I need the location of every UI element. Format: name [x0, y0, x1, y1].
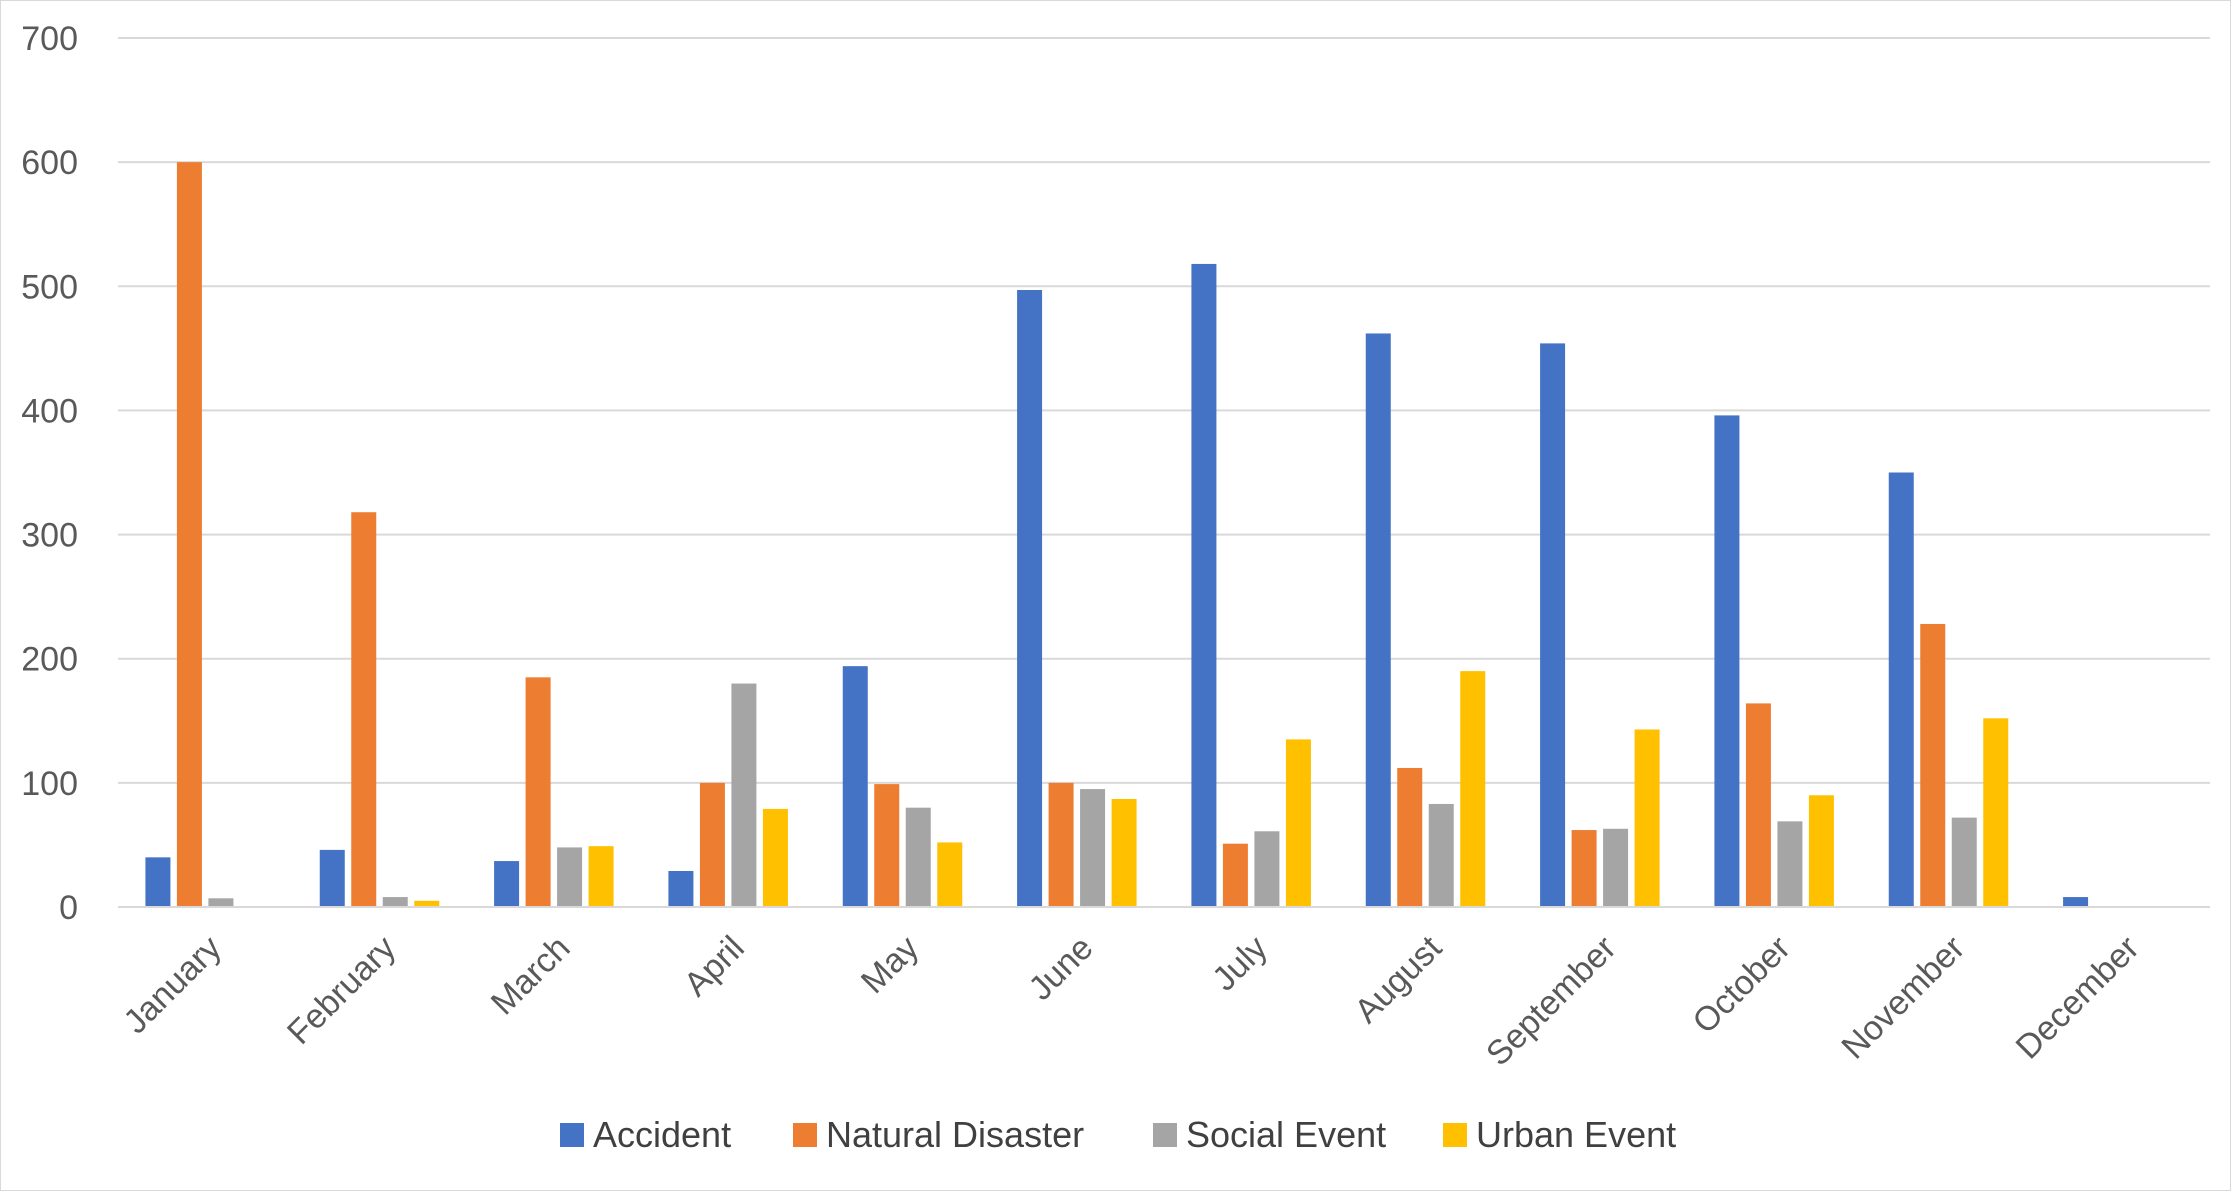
- x-tick-label: June: [1021, 929, 1100, 1008]
- y-axis-ticks: 0 100 200 300 400 500 600 700: [21, 20, 78, 927]
- bar-natural-disaster-february: [351, 512, 377, 907]
- bar-urban-event-october: [1808, 795, 1834, 907]
- bar-natural-disaster-april: [699, 782, 725, 907]
- y-tick-label: 300: [21, 517, 78, 555]
- bar-social-event-october: [1777, 821, 1803, 907]
- bar-accident-august: [1365, 333, 1391, 908]
- y-tick-label: 200: [21, 641, 78, 679]
- bar-natural-disaster-march: [525, 677, 551, 907]
- bar-accident-may: [842, 666, 868, 907]
- bar-natural-disaster-november: [1920, 623, 1946, 907]
- bar-urban-event-july: [1285, 739, 1311, 907]
- bar-accident-june: [1017, 290, 1043, 907]
- bar-natural-disaster-september: [1571, 830, 1597, 907]
- legend-swatch-natural-disaster: [793, 1123, 817, 1147]
- bar-social-event-september: [1603, 828, 1629, 907]
- bar-accident-december: [2063, 897, 2089, 907]
- bar-natural-disaster-may: [874, 784, 900, 907]
- legend-label-social-event: Social Event: [1186, 1114, 1386, 1155]
- legend-swatch-accident: [560, 1123, 584, 1147]
- bar-accident-april: [668, 870, 694, 907]
- y-tick-label: 100: [21, 765, 78, 803]
- x-tick-label: April: [677, 929, 752, 1004]
- y-tick-label: 700: [21, 20, 78, 58]
- legend-label-natural-disaster: Natural Disaster: [826, 1114, 1084, 1155]
- x-tick-label: January: [116, 929, 228, 1041]
- legend: Accident Natural Disaster Social Event Urba…: [560, 1114, 1676, 1155]
- bar-social-event-november: [1951, 817, 1977, 907]
- bar-natural-disaster-august: [1397, 767, 1423, 907]
- bar-accident-october: [1714, 415, 1740, 907]
- bar-accident-september: [1540, 343, 1566, 907]
- legend-swatch-urban-event: [1443, 1123, 1467, 1147]
- bar-urban-event-march: [588, 846, 614, 907]
- x-tick-label: March: [484, 929, 578, 1023]
- bar-accident-november: [1888, 472, 1914, 907]
- x-tick-label: May: [854, 929, 926, 1001]
- y-tick-label: 500: [21, 268, 78, 306]
- y-tick-label: 600: [21, 144, 78, 182]
- x-tick-label: August: [1347, 928, 1449, 1030]
- bar-urban-event-august: [1460, 671, 1486, 907]
- bar-urban-event-june: [1111, 798, 1137, 907]
- bar-social-event-may: [905, 807, 931, 907]
- bar-urban-event-february: [414, 900, 440, 907]
- x-tick-label: September: [1479, 929, 1623, 1073]
- legend-label-urban-event: Urban Event: [1476, 1114, 1676, 1155]
- gridlines: [118, 37, 2210, 784]
- x-tick-label: November: [1834, 929, 1972, 1067]
- bar-natural-disaster-june: [1048, 782, 1074, 907]
- bar-social-event-january: [208, 898, 234, 907]
- bar-social-event-june: [1080, 789, 1106, 907]
- bar-social-event-february: [382, 897, 408, 907]
- bar-urban-event-november: [1983, 718, 2009, 907]
- bar-urban-event-september: [1634, 729, 1660, 907]
- bar-accident-january: [145, 857, 171, 907]
- bar-natural-disaster-january: [176, 162, 202, 908]
- x-tick-label: October: [1685, 929, 1797, 1041]
- bar-social-event-april: [731, 683, 757, 907]
- x-tick-label: July: [1205, 929, 1275, 999]
- x-tick-label: December: [2009, 929, 2147, 1067]
- bars: [145, 162, 2089, 908]
- legend-label-accident: Accident: [593, 1114, 731, 1155]
- bar-accident-march: [494, 861, 520, 907]
- bar-social-event-july: [1254, 831, 1280, 907]
- y-tick-label: 0: [59, 889, 78, 927]
- bar-urban-event-may: [937, 842, 963, 907]
- bar-natural-disaster-october: [1745, 703, 1771, 907]
- bar-natural-disaster-july: [1222, 843, 1248, 907]
- bar-accident-february: [319, 849, 345, 907]
- bar-social-event-august: [1428, 803, 1454, 907]
- legend-swatch-social-event: [1153, 1123, 1177, 1147]
- x-tick-label: February: [280, 929, 403, 1052]
- y-tick-label: 400: [21, 392, 78, 430]
- bar-accident-july: [1191, 263, 1217, 907]
- x-axis-ticks: January February March April May June July Augu…: [116, 928, 2146, 1073]
- bar-urban-event-april: [762, 808, 788, 907]
- bar-social-event-march: [557, 847, 583, 907]
